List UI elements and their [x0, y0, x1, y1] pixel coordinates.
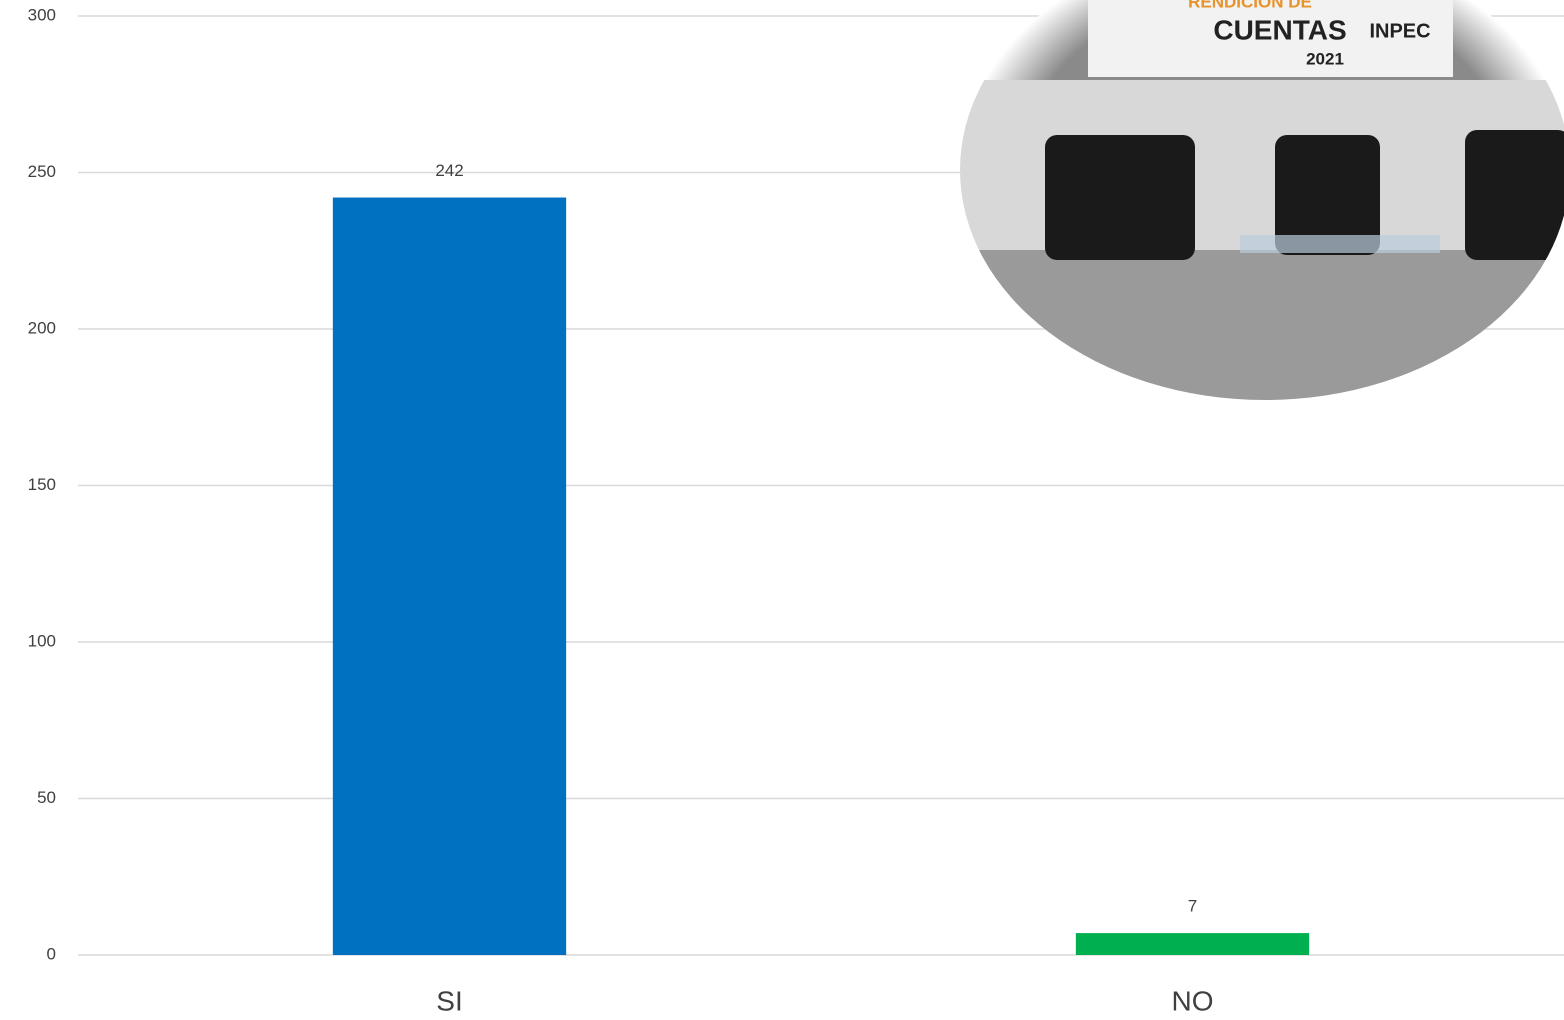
value-label: 7 — [1188, 897, 1197, 916]
bar — [332, 197, 567, 956]
bar — [1075, 933, 1310, 955]
y-tick-label: 50 — [37, 788, 56, 807]
banner-text: RENDICION DE — [1188, 0, 1312, 11]
value-label: 242 — [435, 161, 463, 180]
y-tick-label: 150 — [28, 475, 56, 494]
banner-text: 2021 — [1306, 49, 1344, 68]
banner-text: CUENTAS — [1213, 14, 1346, 45]
y-tick-label: 200 — [28, 318, 56, 337]
chair — [1045, 135, 1195, 260]
y-tick-label: 300 — [28, 5, 56, 24]
marks: SI 242 NO 7 — [332, 161, 1310, 1016]
y-tick-label: 100 — [28, 631, 56, 650]
rug — [960, 250, 1564, 400]
y-tick-label: 250 — [28, 162, 56, 181]
x-tick-label: SI — [436, 985, 462, 1016]
banner — [1088, 0, 1453, 77]
chair — [1465, 130, 1564, 260]
y-tick-label: 0 — [47, 944, 56, 963]
grid: 0 50 100 150 200 250 300 — [28, 5, 1564, 963]
banner-text: INPEC — [1369, 20, 1430, 42]
table — [1240, 235, 1440, 253]
chair — [1275, 135, 1380, 255]
photo: RENDICION DE CUENTAS INPEC 2021 — [960, 0, 1564, 400]
x-tick-label: NO — [1172, 985, 1214, 1016]
